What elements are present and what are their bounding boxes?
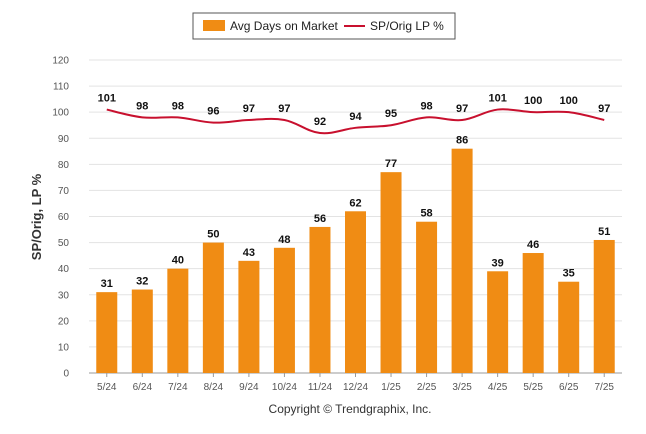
x-tick-label: 3/25: [452, 382, 472, 393]
line-value-label: 96: [207, 106, 219, 118]
bar: [380, 172, 402, 373]
line-value-label: 95: [385, 108, 397, 120]
y-tick-label: 40: [58, 264, 70, 275]
y-tick-label: 70: [58, 186, 70, 197]
x-tick-label: 8/24: [204, 382, 224, 393]
y-tick-label: 120: [52, 56, 69, 67]
line-series-sp-orig-lp: [106, 108, 605, 135]
bars: [96, 148, 615, 373]
line-value-label: 100: [560, 95, 578, 107]
bar: [451, 148, 473, 373]
x-tick-label: 5/24: [97, 382, 117, 393]
line-value-label: 98: [136, 100, 148, 112]
bar: [131, 289, 153, 373]
bar-value-label: 31: [101, 278, 113, 290]
bar-value-label: 40: [172, 255, 184, 267]
bar: [167, 268, 189, 373]
bar-value-label: 50: [207, 229, 219, 241]
x-tick-label: 11/24: [308, 382, 333, 393]
line-value-label: 97: [456, 103, 468, 115]
line-labels: 101 98 98 96 97 97 92 94 95 98 97 101 100 100 97: [98, 93, 611, 128]
x-tick-label: 6/25: [559, 382, 579, 393]
y-tick-label: 20: [58, 316, 70, 327]
x-tick-label: 7/24: [168, 382, 188, 393]
bar: [593, 239, 615, 373]
bar-value-label: 56: [314, 213, 326, 225]
y-tick-label: 30: [58, 290, 70, 301]
bar-value-label: 43: [243, 247, 255, 259]
line-value-label: 92: [314, 116, 326, 128]
x-tick-label: 5/25: [523, 382, 543, 393]
y-tick-label: 10: [58, 342, 70, 353]
y-tick-label: 110: [53, 82, 69, 93]
bar-value-label: 77: [385, 158, 397, 170]
x-tick-label: 12/24: [343, 382, 368, 393]
x-tick-label: 6/24: [133, 382, 153, 393]
copyright-text: Copyright © Trendgraphix, Inc.: [269, 402, 432, 416]
bar: [238, 260, 260, 373]
legend-label-bar: Avg Days on Market: [230, 19, 338, 33]
bar: [202, 242, 224, 373]
y-axis-ticks: 0 10 20 30 40 50 60 70 80 90 100 110 120: [52, 56, 69, 380]
x-tick-label: 10/24: [272, 382, 297, 393]
x-tick-label: 4/25: [488, 382, 508, 393]
bar-value-label: 46: [527, 239, 539, 251]
bar: [345, 211, 366, 373]
y-axis-label: SP/Orig, LP %: [29, 173, 44, 260]
bar-value-label: 58: [420, 208, 432, 220]
line-value-label: 101: [488, 93, 506, 105]
y-tick-label: 80: [58, 160, 70, 171]
y-tick-label: 90: [58, 134, 70, 145]
y-tick-label: 100: [52, 108, 69, 119]
line-value-label: 97: [598, 103, 610, 115]
bar-value-label: 51: [598, 226, 610, 238]
legend-swatch-bar: [203, 20, 225, 31]
line-value-label: 100: [524, 95, 542, 107]
bar: [487, 271, 509, 373]
line-value-label: 98: [420, 100, 432, 112]
y-tick-label: 0: [63, 369, 69, 380]
legend-label-line: SP/Orig LP %: [370, 19, 444, 33]
bar: [558, 281, 580, 373]
bar: [416, 221, 438, 373]
y-tick-label: 50: [58, 238, 70, 249]
x-tick-label: 2/25: [417, 382, 437, 393]
line-value-label: 94: [349, 111, 362, 123]
y-tick-label: 60: [58, 212, 70, 223]
bar-value-label: 48: [278, 234, 290, 246]
x-tick-label: 9/24: [239, 382, 259, 393]
legend: Avg Days on Market SP/Orig LP %: [192, 12, 456, 40]
bar-value-label: 39: [492, 257, 504, 269]
line-value-label: 101: [98, 93, 116, 105]
x-tick-label: 1/25: [381, 382, 401, 393]
bar-value-label: 86: [456, 135, 468, 147]
line-value-label: 97: [278, 103, 290, 115]
x-axis-ticks: 5/24 6/24 7/24 8/24 9/24 10/24 11/24 12/24 1/25 2…: [97, 373, 614, 393]
bar: [273, 247, 295, 373]
line-value-label: 98: [172, 100, 184, 112]
bar: [522, 253, 544, 373]
bar-value-label: 32: [136, 276, 148, 288]
line-value-label: 97: [243, 103, 255, 115]
bar: [96, 292, 118, 373]
bar-value-label: 62: [349, 197, 361, 209]
legend-box: [192, 12, 456, 40]
bar-labels: 31 32 40 50 43 48 56 62 77 58 86 39 46 35 51: [101, 135, 611, 290]
bar-value-label: 35: [563, 268, 575, 280]
bar: [309, 226, 331, 373]
x-tick-label: 7/25: [594, 382, 614, 393]
